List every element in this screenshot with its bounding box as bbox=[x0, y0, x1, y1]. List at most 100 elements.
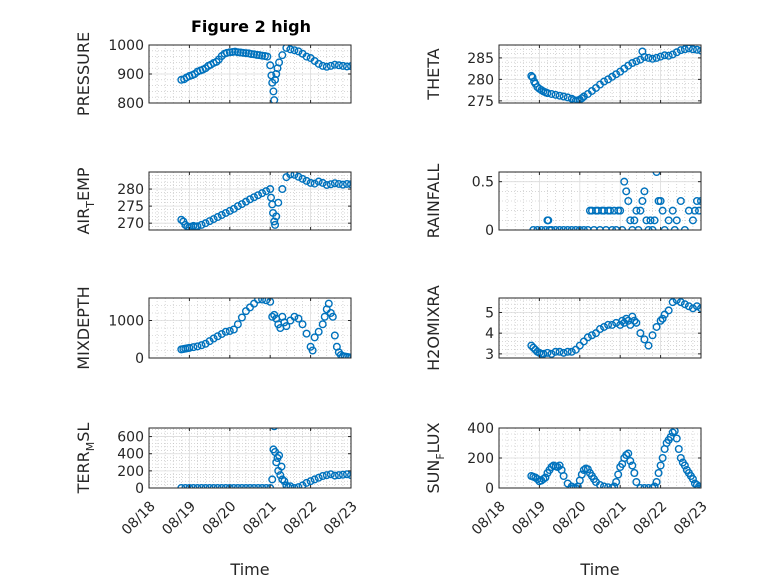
data-point bbox=[551, 347, 560, 356]
data-point bbox=[697, 46, 701, 55]
data-point bbox=[254, 484, 263, 488]
data-point bbox=[318, 320, 327, 329]
data-point bbox=[640, 484, 649, 488]
x-tick-label: 08/19 bbox=[509, 498, 549, 538]
data-point bbox=[648, 54, 657, 63]
data-point bbox=[229, 484, 238, 488]
data-point bbox=[221, 327, 230, 336]
data-point bbox=[306, 477, 315, 486]
data-point bbox=[278, 51, 287, 60]
data-point bbox=[270, 96, 279, 103]
data-point bbox=[660, 51, 669, 60]
data-point bbox=[664, 306, 673, 315]
data-point bbox=[555, 461, 564, 470]
data-point bbox=[688, 45, 697, 54]
data-point bbox=[294, 314, 303, 323]
data-point bbox=[636, 484, 645, 488]
data-point bbox=[559, 348, 568, 357]
data-point bbox=[189, 484, 198, 488]
data-point bbox=[652, 53, 661, 62]
data-point bbox=[334, 179, 343, 188]
data-point bbox=[543, 348, 552, 357]
data-point bbox=[233, 320, 242, 329]
data-point bbox=[648, 331, 657, 340]
data-point bbox=[626, 457, 635, 466]
data-point bbox=[640, 335, 649, 344]
data-point bbox=[630, 316, 639, 325]
data-point bbox=[225, 484, 234, 488]
data-point bbox=[676, 196, 685, 205]
data-point bbox=[630, 216, 639, 225]
data-point bbox=[567, 347, 576, 356]
data-point bbox=[217, 484, 226, 488]
data-point bbox=[688, 304, 697, 313]
data-point bbox=[225, 206, 234, 215]
data-point bbox=[177, 215, 186, 224]
data-point bbox=[632, 318, 641, 327]
data-point bbox=[275, 58, 284, 67]
data-point bbox=[310, 179, 319, 188]
data-point bbox=[571, 484, 580, 488]
data-point bbox=[181, 484, 190, 488]
data-point bbox=[302, 329, 311, 338]
data-point bbox=[608, 484, 617, 488]
data-point bbox=[674, 445, 683, 454]
y-label-part: EMP bbox=[74, 167, 93, 201]
data-point bbox=[656, 196, 665, 205]
data-point bbox=[652, 322, 661, 331]
data-point bbox=[644, 484, 653, 488]
y-tick-label: 285 bbox=[467, 51, 494, 67]
data-point bbox=[306, 178, 315, 187]
y-label-part: SUN bbox=[424, 460, 443, 494]
data-point bbox=[209, 334, 218, 343]
data-point bbox=[221, 484, 230, 488]
data-point bbox=[342, 62, 351, 71]
data-point bbox=[539, 475, 548, 484]
data-point bbox=[270, 217, 279, 226]
data-point bbox=[628, 59, 637, 68]
data-point bbox=[197, 484, 206, 488]
data-point bbox=[298, 320, 307, 329]
data-point bbox=[697, 304, 701, 313]
data-point bbox=[559, 472, 568, 481]
data-point bbox=[616, 320, 625, 329]
data-point bbox=[660, 310, 669, 319]
y-tick-label: 5 bbox=[485, 305, 494, 321]
data-point bbox=[670, 428, 679, 435]
data-point bbox=[290, 484, 299, 488]
axes-box bbox=[498, 171, 702, 231]
panel-sun_flux: 0 200 400 08/18 08/19 08/20 08/21 08/22 08/23 Tim… bbox=[424, 421, 711, 579]
data-point bbox=[318, 472, 327, 481]
data-point bbox=[676, 454, 685, 463]
data-point bbox=[658, 206, 667, 215]
data-point bbox=[559, 92, 568, 101]
data-point bbox=[640, 187, 649, 196]
data-point bbox=[600, 482, 609, 488]
data-point bbox=[225, 48, 234, 57]
y-axis-label: RAINFALL bbox=[424, 164, 443, 239]
data-point bbox=[254, 191, 263, 200]
data-point bbox=[672, 298, 681, 305]
y-label-subscript: T bbox=[84, 201, 97, 209]
data-point bbox=[212, 57, 221, 66]
data-point bbox=[185, 484, 194, 488]
data-point bbox=[600, 322, 609, 331]
panel-theta: 275 280 285 THETA bbox=[424, 44, 702, 110]
y-tick-label: 275 bbox=[117, 199, 144, 215]
data-point bbox=[241, 484, 250, 488]
data-point bbox=[290, 172, 299, 179]
data-point bbox=[201, 219, 210, 228]
y-label-subscript: F bbox=[434, 453, 447, 459]
data-point bbox=[270, 428, 278, 431]
axes-box bbox=[148, 427, 352, 489]
data-point bbox=[579, 337, 588, 346]
data-point bbox=[275, 451, 284, 460]
data-point bbox=[225, 327, 234, 336]
data-point bbox=[640, 53, 649, 62]
data-point bbox=[294, 172, 303, 181]
data-point bbox=[636, 329, 645, 338]
x-axis-label: Time bbox=[579, 560, 619, 579]
data-point bbox=[668, 428, 677, 437]
y-tick-label: 4 bbox=[485, 326, 494, 342]
